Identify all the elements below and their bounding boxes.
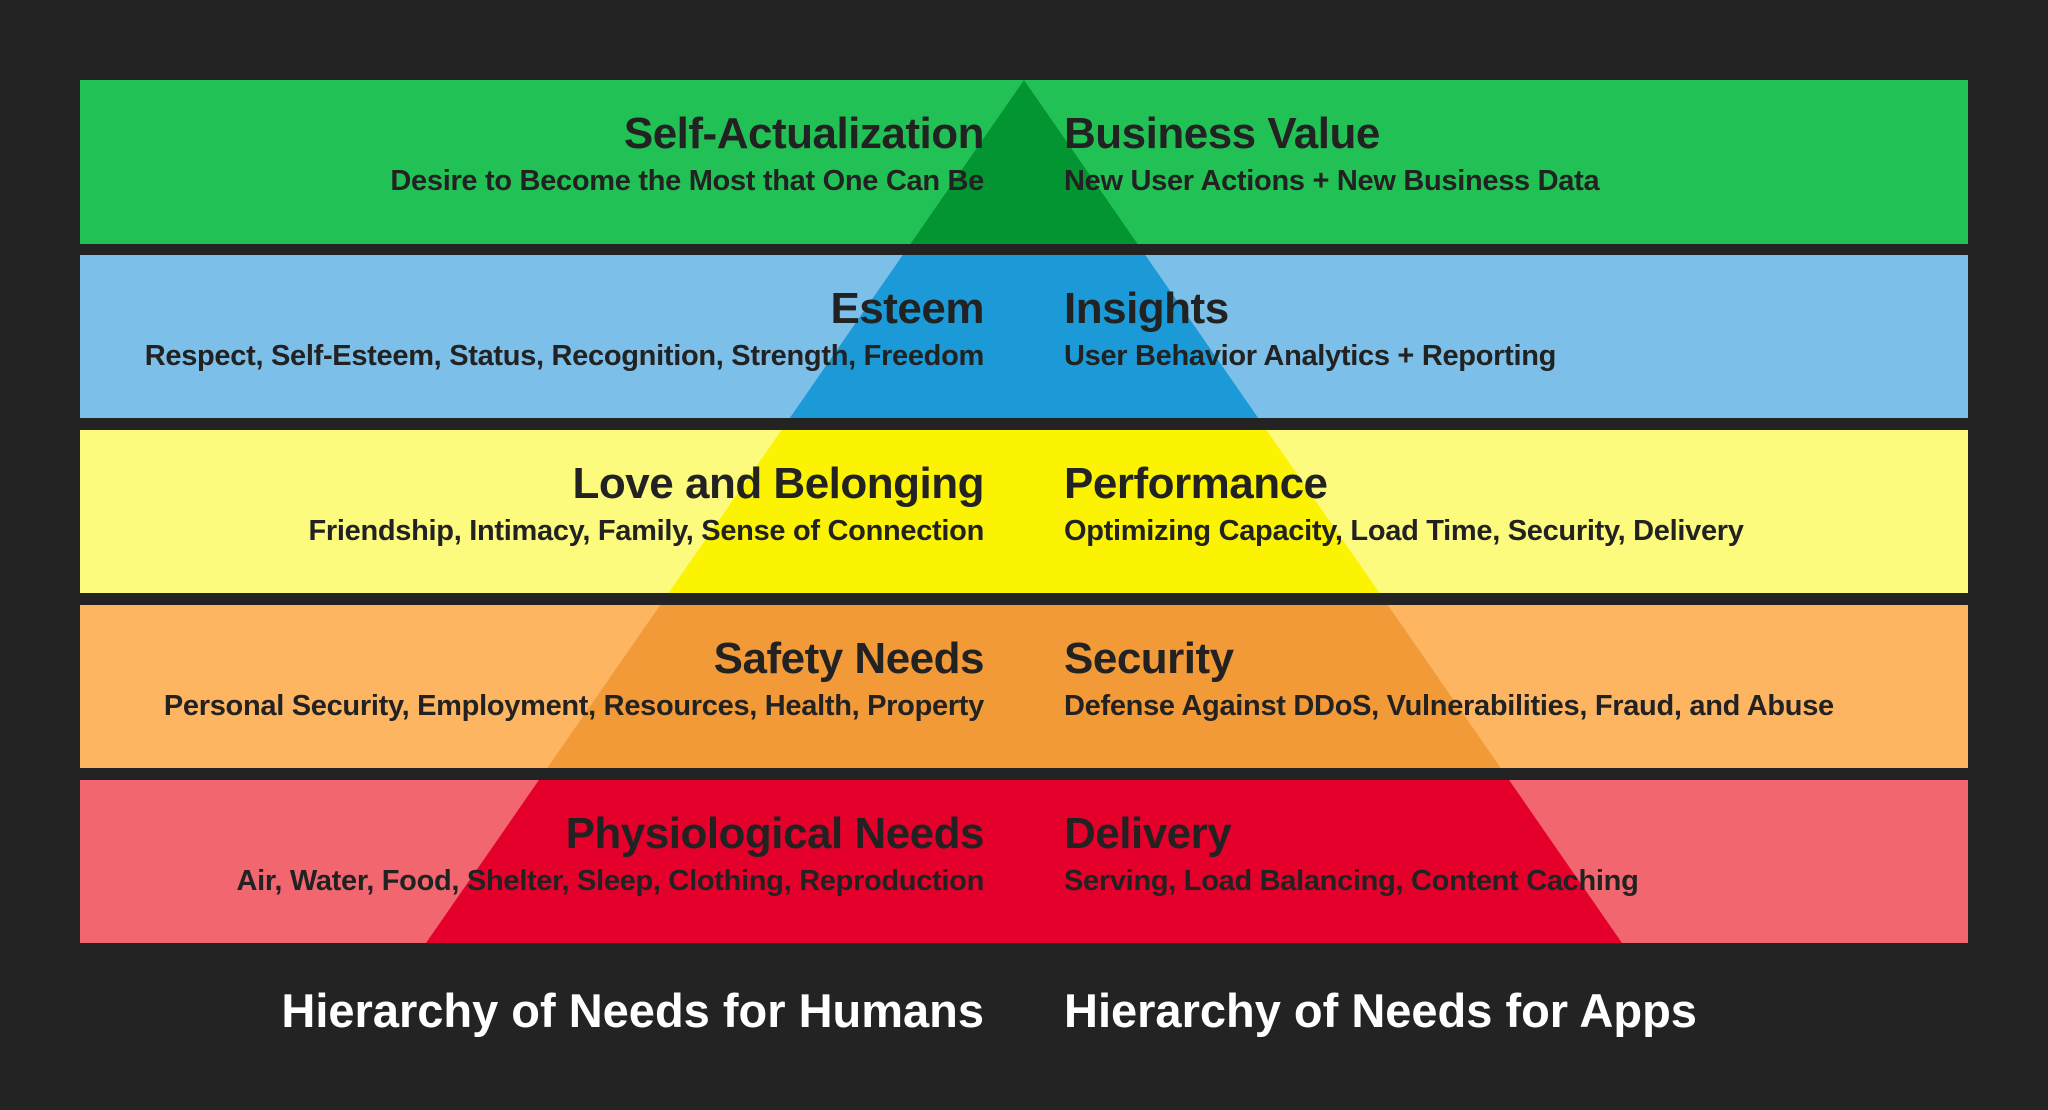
level-5-human: Physiological Needs Air, Water, Food, Sh… <box>236 809 985 898</box>
level-1-app-title: Business Value <box>1064 109 1380 158</box>
level-4-human-desc: Personal Security, Employment, Resources… <box>163 690 984 722</box>
level-5-human-title: Physiological Needs <box>565 809 985 858</box>
level-2-app: Insights User Behavior Analytics + Repor… <box>1064 285 1556 373</box>
level-5-human-desc: Air, Water, Food, Shelter, Sleep, Clothi… <box>236 865 985 897</box>
level-2-human: Esteem Respect, Self-Esteem, Status, Rec… <box>144 284 985 373</box>
level-3-app-title: Performance <box>1064 459 1328 508</box>
pyramid-slice-1 <box>910 80 1138 244</box>
human-hierarchy-caption: Hierarchy of Needs for Humans <box>281 984 984 1037</box>
level-1-human-title: Self-Actualization <box>623 109 985 158</box>
level-3-human: Love and Belonging Friendship, Intimacy,… <box>308 460 984 548</box>
level-2-human-title: Esteem <box>830 284 984 333</box>
level-5-app: Delivery Serving, Load Balancing, Conten… <box>1064 810 1639 898</box>
level-1-app: Business Value New User Actions + New Bu… <box>1064 109 1600 198</box>
level-2-human-desc: Respect, Self-Esteem, Status, Recognitio… <box>144 340 985 372</box>
pyramid-slice-4 <box>547 605 1501 768</box>
pyramid-slice-5 <box>426 780 1622 943</box>
level-3-human-title: Love and Belonging <box>572 459 985 508</box>
level-4-human: Safety Needs Personal Security, Employme… <box>163 634 985 723</box>
level-2-app-title: Insights <box>1064 284 1229 333</box>
level-4-app-title: Security <box>1064 634 1234 683</box>
level-4-app-desc: Defense Against DDoS, Vulnerabilities, F… <box>1064 690 1834 722</box>
app-hierarchy-caption: Hierarchy of Needs for Apps <box>1064 984 1697 1037</box>
level-2-app-desc: User Behavior Analytics + Reporting <box>1064 340 1557 372</box>
level-3-app-desc: Optimizing Capacity, Load Time, Security… <box>1064 515 1744 547</box>
level-3-human-desc: Friendship, Intimacy, Family, Sense of C… <box>308 515 984 547</box>
level-1-app-desc: New User Actions + New Business Data <box>1064 165 1600 197</box>
pyramid-slice-2 <box>789 255 1259 418</box>
level-5-app-title: Delivery <box>1064 809 1232 858</box>
level-5-app-desc: Serving, Load Balancing, Content Caching <box>1064 865 1639 897</box>
level-3-app: Performance Optimizing Capacity, Load Ti… <box>1064 460 1744 548</box>
pyramid-slice-3 <box>668 430 1380 593</box>
level-1-human: Self-Actualization Desire to Become the … <box>390 110 984 198</box>
level-4-app: Security Defense Against DDoS, Vulnerabi… <box>1064 635 1834 723</box>
level-1-human-desc: Desire to Become the Most that One Can B… <box>390 165 984 197</box>
level-4-human-title: Safety Needs <box>713 634 985 683</box>
